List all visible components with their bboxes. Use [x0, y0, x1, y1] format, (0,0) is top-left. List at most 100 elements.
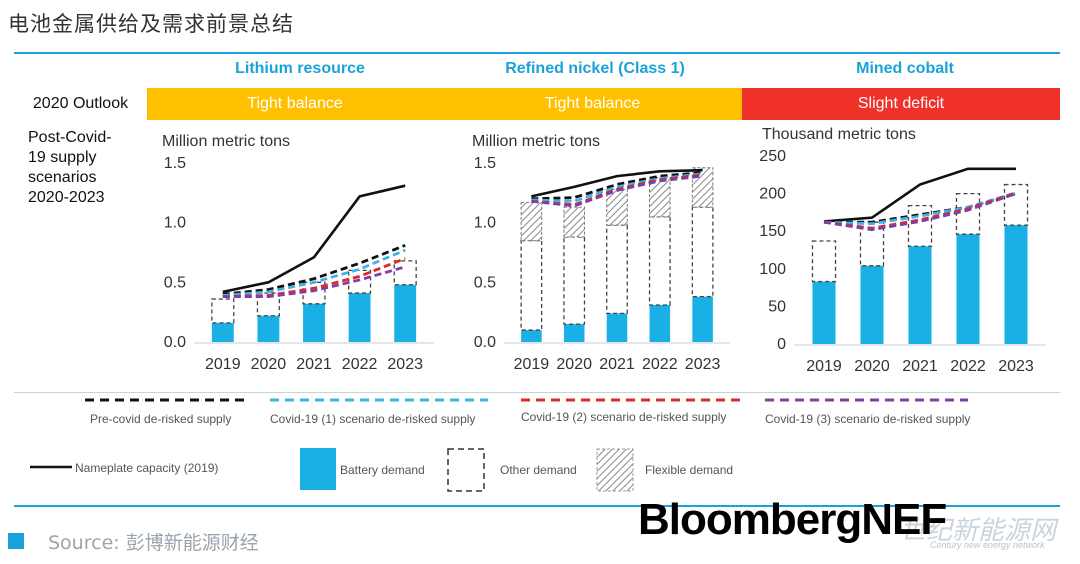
series-line-covid1 [222, 248, 406, 297]
scenario-row-label: Post-Covid- 19 supply scenarios 2020-202… [28, 128, 143, 208]
x-tick-label: 2023 [998, 358, 1034, 375]
battery-demand-bar [563, 324, 585, 342]
column-header-cobalt: Mined cobalt [856, 60, 954, 77]
outlook-band-lithium: Tight balance [147, 88, 443, 120]
x-tick-label: 2021 [296, 356, 332, 373]
axis-unit-label: Thousand metric tons [762, 126, 916, 143]
legend-label-covid1: Covid-19 (1) scenario de-risked supply [270, 412, 476, 426]
source-text: Source: 彭博新能源财经 [48, 532, 259, 554]
legend-label-covid2: Covid-19 (2) scenario de-risked supply [521, 410, 727, 424]
y-tick-label: 100 [759, 261, 786, 278]
x-tick-label: 2019 [205, 356, 241, 373]
x-tick-label: 2023 [387, 356, 423, 373]
page-title: 电池金属供给及需求前景总结 [8, 12, 294, 36]
legend-label-battery: Battery demand [340, 463, 425, 477]
x-tick-label: 2022 [950, 358, 986, 375]
y-tick-label: 1.5 [164, 155, 186, 172]
scenario-label-line: 2020-2023 [28, 189, 105, 206]
y-tick-label: 0.0 [474, 334, 496, 351]
legend-label-flexible: Flexible demand [645, 463, 734, 477]
battery-demand-bar [692, 296, 713, 342]
other-demand-bar [648, 216, 671, 306]
flexible-demand-bar [606, 188, 628, 226]
flexible-demand-bar [563, 206, 585, 238]
x-tick-label: 2022 [642, 356, 678, 373]
outlook-row-label: 2020 Outlook [32, 95, 129, 112]
other-demand-bar [907, 204, 933, 247]
scenario-label-line: 19 supply [28, 149, 97, 166]
other-demand-bar [1003, 183, 1029, 226]
y-tick-label: 1.5 [474, 155, 496, 172]
x-tick-label: 2021 [902, 358, 938, 375]
footer-divider [14, 505, 1060, 507]
battery-demand-bar [394, 284, 417, 342]
other-demand-bar [955, 192, 981, 235]
chart-panel: Million metric tons 0.0 0.5 1.0 1.5 2019 2020 2… [162, 133, 434, 373]
y-tick-label: 0 [777, 336, 786, 353]
scenario-label-line: scenarios [28, 169, 97, 186]
battery-demand-bar [812, 281, 836, 344]
other-demand-bar [606, 224, 628, 315]
y-tick-label: 0.0 [164, 334, 186, 351]
battery-demand-bar [860, 265, 884, 344]
legend-label-precovid: Pre-covid de-risked supply [90, 412, 232, 426]
x-tick-label: 2022 [342, 356, 378, 373]
legend-swatch-battery [300, 448, 336, 490]
battery-demand-bar [348, 293, 371, 342]
axis-unit-label: Million metric tons [472, 133, 600, 150]
battery-demand-bar [257, 315, 280, 342]
flexible-demand-bar [649, 176, 671, 218]
battery-demand-bar [606, 313, 628, 342]
y-tick-label: 1.0 [474, 215, 496, 232]
series-line-nameplate [222, 184, 406, 294]
column-header-lithium: Lithium resource [235, 60, 365, 77]
series-line-precovid [222, 244, 406, 296]
legend-label-nameplate: Nameplate capacity (2019) [75, 461, 219, 475]
series-line-covid3 [531, 174, 703, 208]
header-divider [14, 52, 1060, 54]
other-demand-bar [859, 221, 885, 267]
outlook-band-nickel: Tight balance [443, 88, 742, 120]
other-demand-bar [691, 206, 714, 298]
y-tick-label: 1.0 [164, 215, 186, 232]
x-tick-label: 2019 [806, 358, 842, 375]
battery-demand-bar [649, 305, 671, 342]
battery-demand-bar [303, 303, 325, 342]
series-line-precovid [531, 171, 703, 201]
brand-logo: BloombergNEF [638, 495, 947, 544]
chart-panel: Million metric tons 0.0 0.5 1.0 1.5 2019 2020 2… [472, 133, 730, 373]
x-tick-label: 2023 [685, 356, 721, 373]
x-tick-label: 2021 [599, 356, 635, 373]
battery-demand-bar [908, 246, 932, 344]
x-tick-label: 2019 [514, 356, 550, 373]
x-tick-label: 2020 [251, 356, 287, 373]
flexible-demand-bar [520, 201, 543, 242]
series-line-nameplate [823, 167, 1016, 223]
other-demand-bar [393, 260, 417, 286]
y-tick-label: 150 [759, 223, 786, 240]
battery-demand-bar [211, 322, 234, 342]
other-demand-bar [520, 239, 543, 331]
series-line-covid3 [222, 265, 406, 299]
chart-panel: Thousand metric tons 0 50 100 150 200 250 2019 2… [759, 126, 1046, 375]
other-demand-bar [563, 236, 586, 325]
source-square-icon [8, 533, 24, 549]
legend-label-covid3: Covid-19 (3) scenario de-risked supply [765, 412, 971, 426]
y-tick-label: 50 [768, 298, 786, 315]
watermark-subtext: Century new energy network [930, 540, 1045, 550]
legend-swatch-flexible [596, 448, 634, 492]
axis-unit-label: Million metric tons [162, 133, 290, 150]
legend-label-other: Other demand [500, 463, 577, 477]
y-tick-label: 0.5 [164, 274, 186, 291]
y-tick-label: 200 [759, 186, 786, 203]
y-tick-label: 0.5 [474, 274, 496, 291]
y-tick-label: 250 [759, 148, 786, 165]
legend-top-rule [14, 392, 1060, 393]
series-line-nameplate [531, 168, 703, 198]
series-line-covid2 [222, 257, 406, 299]
column-header-nickel: Refined nickel (Class 1) [505, 60, 685, 77]
other-demand-bar [811, 240, 837, 283]
x-tick-label: 2020 [854, 358, 890, 375]
battery-demand-bar [521, 330, 542, 342]
